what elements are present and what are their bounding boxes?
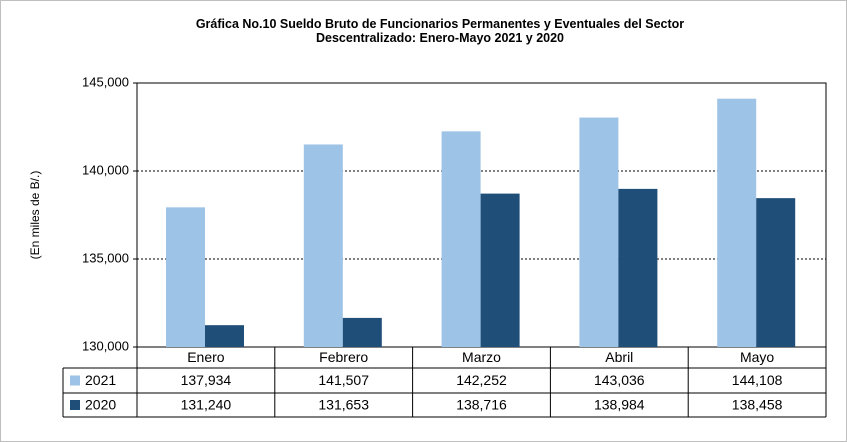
bar	[579, 117, 619, 347]
data-table-value: 131,653	[318, 397, 369, 413]
data-table-value: 137,934	[181, 372, 232, 388]
bar	[756, 198, 796, 347]
bar	[303, 144, 343, 347]
data-table-value: 142,252	[456, 372, 507, 388]
legend-swatch	[70, 375, 80, 386]
legend-label: 2020	[85, 397, 116, 413]
x-tick-label: Mayo	[740, 349, 774, 365]
data-table-value: 144,108	[732, 372, 783, 388]
x-tick-label: Enero	[187, 349, 225, 365]
data-table-value: 141,507	[318, 372, 369, 388]
bar	[342, 317, 382, 347]
y-tick-label: 140,000	[82, 162, 129, 177]
y-axis-label: (En miles de B/.)	[28, 171, 42, 260]
bar	[205, 325, 244, 347]
legend-label: 2021	[85, 372, 116, 388]
y-tick-label: 135,000	[82, 250, 129, 265]
x-tick-label: Abril	[605, 349, 633, 365]
data-table-value: 138,458	[732, 397, 783, 413]
data-table-value: 138,716	[456, 397, 507, 413]
bar	[166, 207, 205, 347]
data-table-value: 131,240	[181, 397, 232, 413]
bar	[717, 98, 757, 347]
y-tick-label: 130,000	[82, 338, 129, 353]
data-table-value: 143,036	[594, 372, 645, 388]
bar	[480, 193, 520, 347]
bar	[441, 131, 481, 347]
legend-swatch	[70, 400, 80, 410]
x-tick-label: Marzo	[462, 349, 501, 365]
data-table-value: 138,984	[594, 397, 645, 413]
bar	[618, 188, 658, 347]
chart-title: Gráfica No.10 Sueldo Bruto de Funcionari…	[195, 17, 685, 45]
x-tick-label: Febrero	[319, 349, 368, 365]
y-tick-label: 145,000	[82, 74, 129, 89]
